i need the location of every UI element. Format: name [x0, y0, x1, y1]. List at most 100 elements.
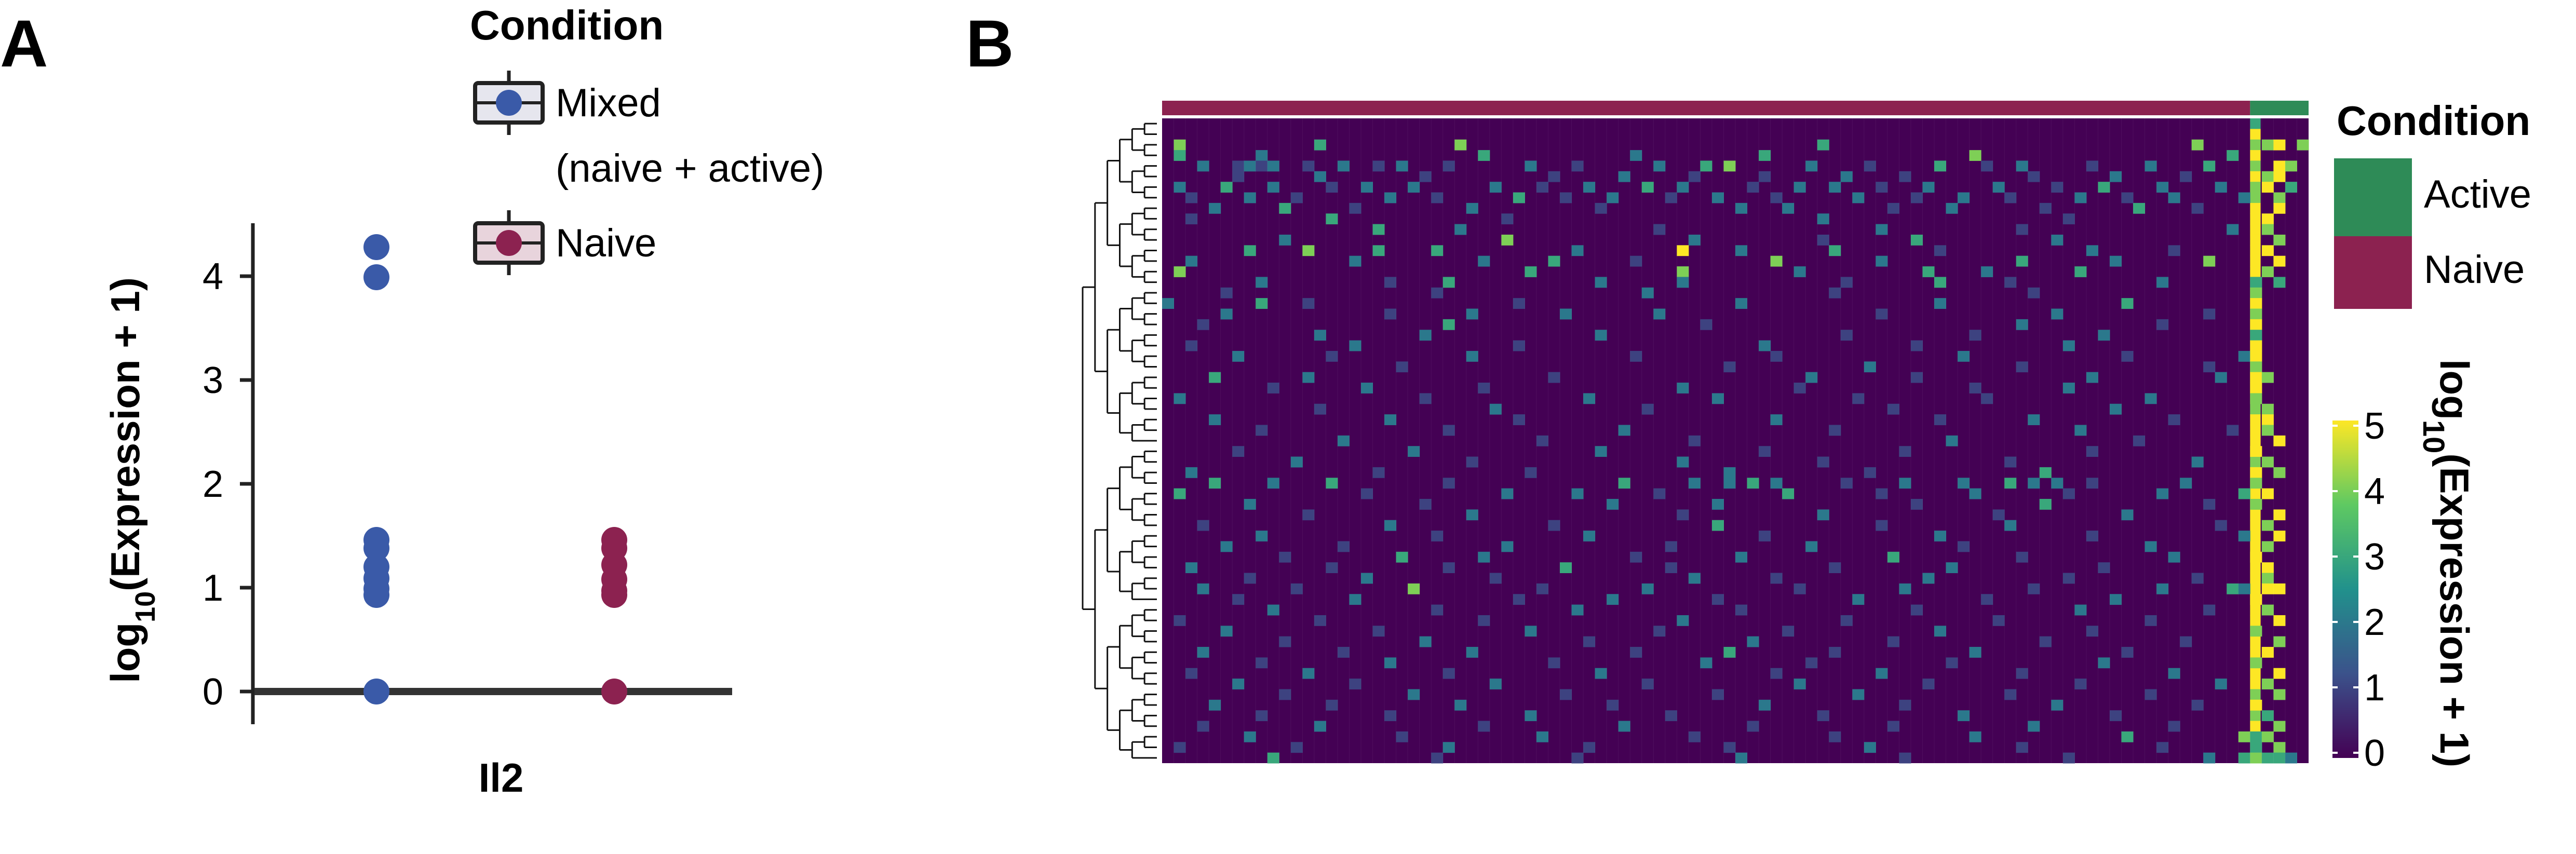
heatmap-cell — [2250, 340, 2262, 351]
heatmap-cell — [2028, 414, 2040, 425]
heatmap-cell — [1571, 488, 1584, 499]
heatmap-cell — [1408, 182, 1420, 193]
heatmap-cell — [1641, 403, 1654, 415]
heatmap-cell — [2250, 509, 2261, 521]
heatmap-cell — [2051, 699, 2064, 711]
heatmap-cell — [2250, 414, 2261, 425]
heatmap-cell — [2238, 488, 2250, 499]
heatmap-cell — [1384, 308, 1397, 320]
heatmap-cell — [2250, 626, 2262, 637]
heatmap-cell — [1267, 478, 1279, 489]
heatmap-cell — [1759, 531, 1771, 541]
heatmap-cell — [1220, 182, 1233, 193]
heatmap-cell — [1466, 647, 1478, 658]
heatmap-cell — [2297, 139, 2309, 151]
heatmap-cell — [1442, 742, 1455, 753]
heatmap-cell — [1618, 425, 1630, 436]
heatmap-cell — [2261, 139, 2274, 151]
heatmap-cell — [1326, 350, 1338, 362]
heatmap-cell — [1478, 383, 1490, 394]
heatmap-cell — [1431, 287, 1444, 299]
heatmap-cell — [1817, 509, 1829, 521]
heatmap-cell — [2261, 520, 2274, 531]
heatmap-cell — [1677, 277, 1689, 288]
heatmap-cell — [1607, 498, 1619, 510]
heatmap-cell — [1220, 308, 1233, 320]
heatmap-cell — [2145, 393, 2157, 404]
heatmap-cell — [1442, 160, 1455, 172]
condition-annotation-bar — [1162, 101, 2309, 115]
heatmap-cell — [2250, 118, 2261, 129]
heatmap-cell — [1209, 478, 1221, 489]
legend-swatch-naive — [2334, 236, 2412, 309]
heatmap-cell — [1220, 287, 1233, 299]
heatmap-cell — [1723, 647, 1736, 658]
heatmap-cell — [1735, 752, 1748, 764]
heatmap-cell — [2191, 139, 2204, 151]
heatmap-cell — [2250, 129, 2261, 140]
heatmap-cell — [2273, 615, 2286, 626]
heatmap-cell — [2039, 498, 2052, 510]
heatmap-cell — [2250, 266, 2261, 277]
heatmap-cell — [2168, 245, 2180, 256]
heatmap-cell — [2168, 192, 2180, 204]
heatmap-cell — [1607, 699, 1619, 711]
heatmap-cell — [1793, 266, 1806, 277]
heatmap-cell — [2203, 160, 2216, 172]
heatmap-cell — [1934, 245, 1947, 256]
y-tick-label: 2 — [203, 464, 223, 505]
heatmap-cell — [2273, 509, 2286, 521]
heatmap-cell — [1840, 330, 1853, 341]
heatmap-cell — [1197, 160, 1209, 172]
heatmap-cell — [1489, 403, 1502, 415]
heatmap-cell — [2261, 266, 2274, 277]
heatmap-cell — [1653, 224, 1666, 235]
heatmap-cell — [1431, 531, 1444, 541]
heatmap-cell — [1536, 583, 1549, 594]
heatmap-cell — [2191, 573, 2204, 584]
legend-label-active: Active — [2424, 172, 2531, 216]
heatmap-cell — [1560, 562, 1572, 574]
heatmap-cell — [2156, 583, 2169, 594]
heatmap-cell — [1384, 277, 1397, 288]
colorbar-ticks: 0 1 2 3 4 5 — [2332, 405, 2385, 774]
heatmap-cell — [1770, 478, 1783, 489]
heatmap-cell — [1372, 467, 1385, 478]
heatmap-cell — [2004, 277, 2017, 288]
heatmap-cell — [1793, 583, 1806, 594]
heatmap-cell — [1630, 150, 1642, 161]
heatmap-cell — [1852, 689, 1865, 700]
heatmap-cell — [1805, 372, 1818, 383]
heatmap-cell — [1314, 721, 1326, 732]
heatmap-cell — [1361, 182, 1373, 193]
heatmap-cell — [2250, 742, 2262, 753]
heatmap-cell — [1384, 192, 1397, 204]
heatmap-cell — [1220, 541, 1233, 552]
heatmap-cell — [2261, 562, 2274, 574]
heatmap-cell — [1969, 488, 1981, 499]
heatmap-cell — [2028, 721, 2040, 732]
heatmap-cell — [2285, 752, 2297, 764]
heatmap-cell — [2250, 467, 2262, 478]
heatmap-cell — [1688, 234, 1701, 246]
heatmap-cell — [1290, 742, 1303, 753]
heatmap-cell — [1829, 562, 1841, 574]
y-tick-label: 4 — [203, 256, 223, 297]
panel-a-points — [363, 234, 627, 704]
heatmap-cell — [1454, 139, 1467, 151]
colorbar: 0 1 2 3 4 5 log10(Expression + 1) — [2332, 359, 2477, 774]
heatmap-cell — [1466, 509, 1478, 521]
point-mixed — [363, 679, 389, 704]
heatmap-cell — [1899, 446, 1911, 457]
heatmap-cell — [1513, 414, 1525, 425]
heatmap-cell — [2074, 679, 2087, 689]
heatmap-cell — [1349, 594, 1361, 605]
heatmap-cell — [1899, 699, 1911, 711]
heatmap-cell — [1185, 213, 1198, 225]
heatmap-cell — [2250, 277, 2262, 288]
heatmap-cell — [2250, 308, 2262, 320]
heatmap-cell — [2215, 182, 2227, 193]
heatmap-cell — [1185, 255, 1198, 267]
heatmap-cell — [2180, 636, 2192, 647]
heatmap-cell — [2238, 192, 2250, 204]
